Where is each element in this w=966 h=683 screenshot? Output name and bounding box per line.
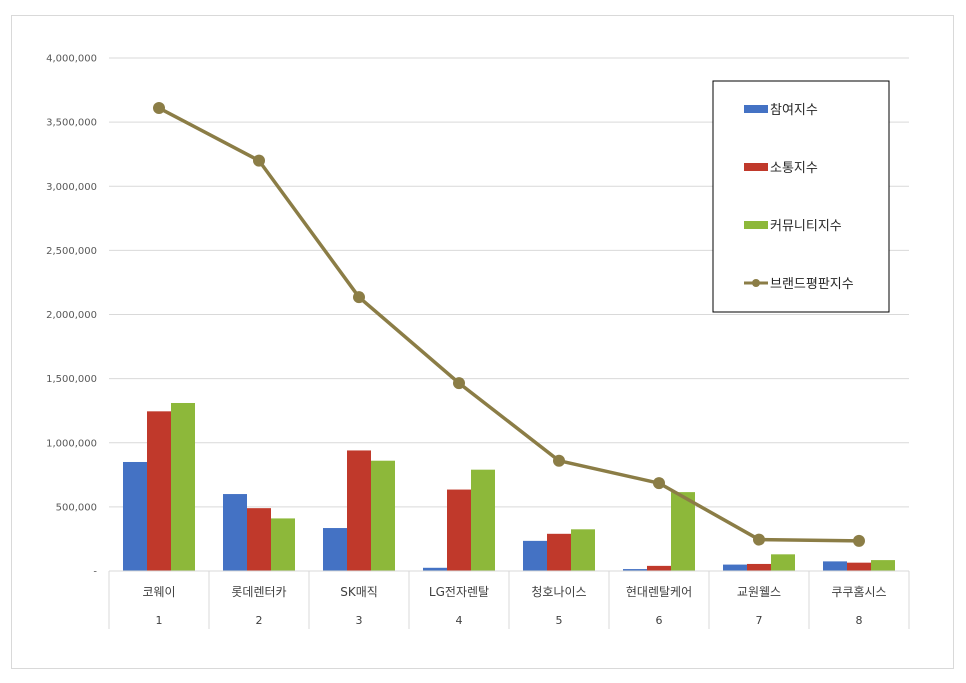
line-point bbox=[853, 534, 865, 547]
bar bbox=[747, 563, 771, 571]
line-point bbox=[153, 102, 165, 115]
bar bbox=[471, 469, 495, 571]
bar bbox=[571, 529, 595, 571]
bar bbox=[247, 508, 271, 571]
bar bbox=[223, 494, 247, 571]
line-point bbox=[453, 377, 465, 390]
bar bbox=[423, 567, 447, 571]
bar bbox=[871, 560, 895, 571]
y-tick-label: 2,500,000 bbox=[46, 246, 97, 257]
bar bbox=[623, 569, 647, 571]
bar bbox=[323, 528, 347, 571]
bar bbox=[547, 533, 571, 571]
x-rank-label: 1 bbox=[156, 614, 163, 627]
x-category-label: SK매직 bbox=[340, 585, 378, 599]
x-category-label: LG전자렌탈 bbox=[429, 585, 489, 599]
bar bbox=[671, 492, 695, 571]
x-category-label: 코웨이 bbox=[142, 585, 175, 599]
x-rank-label: 2 bbox=[256, 614, 263, 627]
bar bbox=[271, 518, 295, 571]
x-rank-label: 5 bbox=[556, 614, 563, 627]
series-line bbox=[158, 106, 860, 543]
x-rank-label: 4 bbox=[456, 614, 463, 627]
bar-layer bbox=[123, 402, 895, 571]
bar bbox=[771, 554, 795, 571]
x-category-label: 현대렌탈케어 bbox=[626, 585, 692, 599]
legend-box bbox=[712, 80, 890, 313]
legend-label: 브랜드평판지수 bbox=[770, 277, 854, 292]
y-axis: - 500,000 1,000,000 1,500,000 2,000,000 2,500… bbox=[46, 54, 97, 578]
bar bbox=[523, 540, 547, 571]
legend-label: 소통지수 bbox=[770, 161, 818, 176]
y-tick-label: 1,000,000 bbox=[46, 438, 97, 449]
line-point bbox=[653, 477, 665, 490]
line-point bbox=[253, 154, 265, 167]
bar bbox=[447, 489, 471, 571]
x-category-label: 쿠쿠홈시스 bbox=[831, 585, 886, 599]
bar bbox=[123, 461, 147, 571]
line-layer bbox=[153, 102, 865, 547]
bar bbox=[823, 561, 847, 571]
x-category-label: 청호나이스 bbox=[531, 585, 586, 599]
x-rank-label: 6 bbox=[656, 614, 663, 627]
x-axis: 코웨이 1 롯데렌터카 2 SK매직 3 LG전자렌탈 4 청호나이스 5 현대렌탈케어 6 교원웰스 7… bbox=[108, 570, 910, 629]
bar bbox=[371, 460, 395, 571]
x-rank-label: 3 bbox=[356, 614, 363, 627]
x-category-label: 롯데렌터카 bbox=[231, 585, 286, 599]
bar bbox=[723, 564, 747, 571]
line-point bbox=[353, 291, 365, 304]
legend-swatch bbox=[744, 163, 768, 171]
line-point bbox=[553, 454, 565, 467]
bar bbox=[347, 450, 371, 571]
y-tick-label: 3,500,000 bbox=[46, 118, 97, 129]
legend-marker bbox=[752, 279, 760, 287]
chart-svg: - 500,000 1,000,000 1,500,000 2,000,000 2,500… bbox=[46, 54, 910, 629]
legend-swatch bbox=[744, 221, 768, 229]
y-tick-label: - bbox=[93, 567, 97, 578]
x-category-label: 교원웰스 bbox=[737, 585, 781, 599]
x-rank-label: 7 bbox=[756, 614, 763, 627]
y-tick-label: 4,000,000 bbox=[46, 54, 97, 65]
bar bbox=[147, 411, 171, 571]
legend-label: 참여지수 bbox=[770, 103, 818, 118]
bar bbox=[847, 562, 871, 571]
y-tick-label: 1,500,000 bbox=[46, 374, 97, 385]
y-tick-label: 500,000 bbox=[56, 502, 97, 513]
legend-swatch bbox=[744, 105, 768, 113]
bar bbox=[171, 402, 195, 571]
line-point bbox=[753, 533, 765, 546]
bar bbox=[647, 565, 671, 571]
legend-label: 커뮤니티지수 bbox=[770, 219, 842, 234]
x-rank-label: 8 bbox=[856, 614, 863, 627]
chart-frame: - 500,000 1,000,000 1,500,000 2,000,000 2,500… bbox=[11, 15, 954, 669]
y-tick-label: 3,000,000 bbox=[46, 182, 97, 193]
y-tick-label: 2,000,000 bbox=[46, 310, 97, 321]
